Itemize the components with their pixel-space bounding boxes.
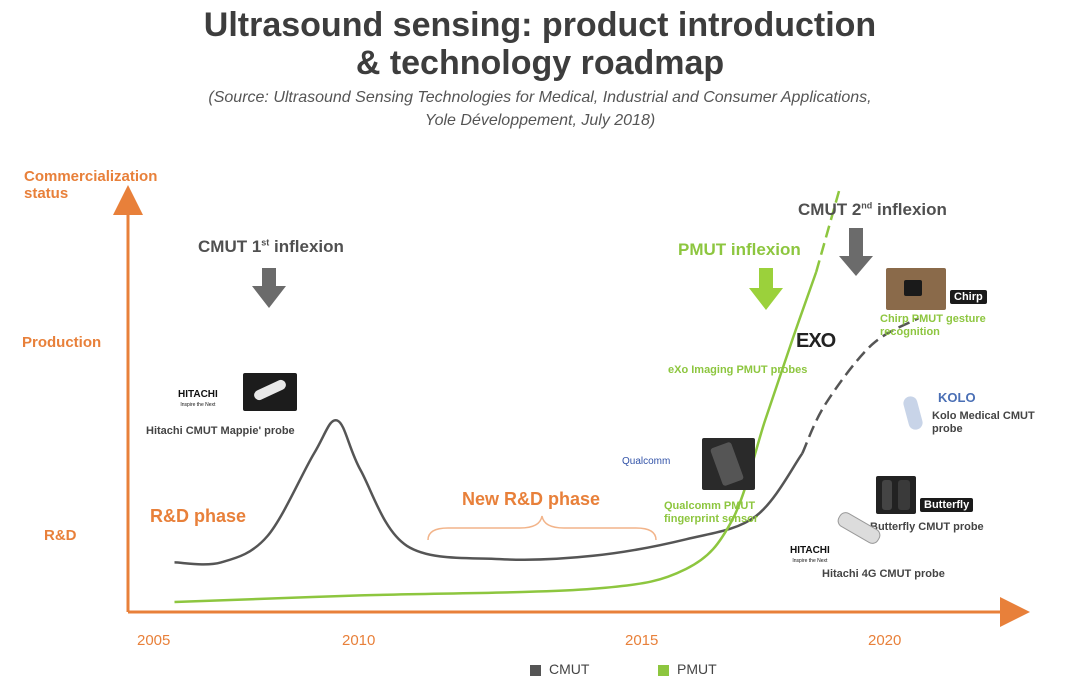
- legend-cmut-swatch: [530, 665, 541, 676]
- y-level-rd: R&D: [44, 527, 77, 544]
- x-tick-2010: 2010: [342, 632, 376, 649]
- pmut-inflexion-label: PMUT inflexion: [678, 240, 801, 259]
- legend-cmut-label: CMUT: [549, 661, 590, 677]
- pmut-series-line: [174, 271, 818, 604]
- butterfly-logo: Butterfly: [920, 498, 974, 512]
- chirp-logo: Chirp: [950, 290, 987, 304]
- new-rd-phase-brace: [427, 515, 657, 541]
- qualcomm-caption: Qualcomm PMUT fingerprint sensor: [664, 500, 759, 525]
- hitachi-mappie-caption: Hitachi CMUT Mappie' probe: [146, 425, 295, 437]
- x-tick-2015: 2015: [625, 632, 659, 649]
- qualcomm-logo: Qualcomm: [622, 456, 671, 467]
- legend-pmut-swatch: [658, 665, 669, 676]
- cmut-first-inflexion-arrow-icon: [252, 268, 286, 308]
- source-line1: (Source: Ultrasound Sensing Technologies…: [208, 89, 872, 106]
- pmut-series-line-dashed: [814, 189, 841, 273]
- cmut-second-inflexion-label: CMUT 2nd inflexion: [798, 200, 947, 219]
- chart-title-line2: & technology roadmap: [355, 44, 725, 82]
- legend-pmut-label: PMUT: [677, 661, 717, 677]
- pmut-inflexion-arrow-icon: [749, 268, 783, 310]
- exo-caption: eXo Imaging PMUT probes: [668, 364, 808, 376]
- chart-title-line1: Ultrasound sensing: product introduction: [203, 6, 877, 44]
- chirp-caption: Chirp PMUT gesture recognition: [880, 313, 986, 338]
- chirp-photo: [886, 268, 946, 310]
- rd-phase-label: R&D phase: [150, 506, 247, 526]
- hitachi-mappie-logo: HITACHI Inspire the Next: [178, 389, 218, 409]
- y-level-production: Production: [22, 334, 102, 351]
- hitachi-4g-caption: Hitachi 4G CMUT probe: [822, 568, 945, 580]
- cmut-series-line-dashed: [801, 317, 920, 455]
- butterfly-photo: [876, 476, 916, 514]
- hitachi-mappie-photo: [243, 373, 297, 411]
- kolo-logo: KOLO: [938, 390, 976, 405]
- y-axis-title: Commercialization status: [24, 168, 158, 202]
- x-tick-2005: 2005: [137, 632, 171, 649]
- x-tick-2020: 2020: [868, 632, 902, 649]
- cmut-series-line: [174, 419, 804, 566]
- kolo-caption: Kolo Medical CMUT probe: [932, 410, 1035, 435]
- qualcomm-photo: [702, 438, 755, 490]
- new-rd-phase-label: New R&D phase: [462, 489, 601, 509]
- source-line2: Yole Développement, July 2018): [424, 112, 656, 129]
- butterfly-caption: Butterfly CMUT probe: [870, 521, 984, 533]
- cmut-first-inflexion-label: CMUT 1st inflexion: [198, 237, 344, 256]
- exo-logo: EXO: [796, 330, 836, 352]
- cmut-second-inflexion-arrow-icon: [839, 228, 873, 276]
- hitachi-4g-logo: HITACHI Inspire the Next: [790, 545, 830, 565]
